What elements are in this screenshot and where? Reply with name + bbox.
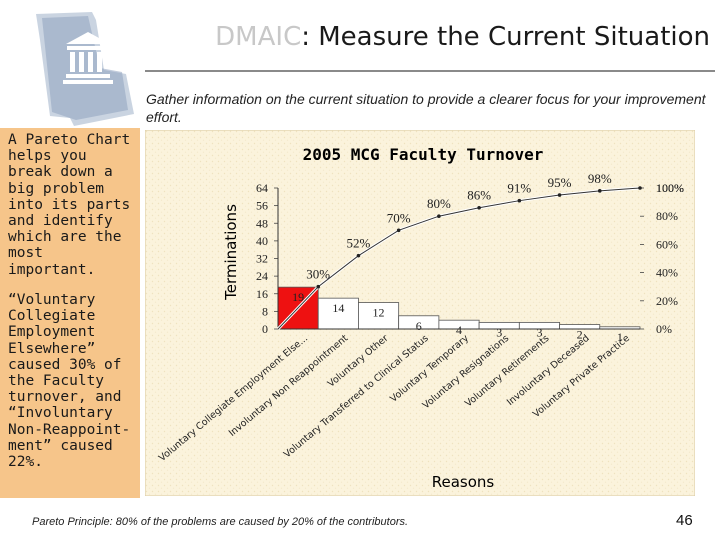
chart-title: 2005 MCG Faculty Turnover <box>303 145 544 164</box>
slide-subtitle: Gather information on the current situat… <box>146 91 706 125</box>
cumulative-label: 80% <box>427 196 451 211</box>
y2-tick-label: 40% <box>656 266 678 280</box>
cumulative-point <box>437 214 441 218</box>
page-number: 46 <box>676 512 693 529</box>
chart-svg: 2005 MCG Faculty Turnover Terminations R… <box>144 129 696 497</box>
cumulative-label: 100% <box>656 181 684 195</box>
cumulative-point <box>597 189 602 193</box>
title-divider <box>145 70 715 72</box>
cumulative-label: 52% <box>347 236 371 251</box>
y-tick-label: 32 <box>256 252 268 266</box>
y-tick-label: 40 <box>256 234 268 248</box>
y2-tick-label: 0% <box>656 322 672 336</box>
cumulative-point <box>557 193 562 197</box>
sidebar-panel: A Pareto Chart helps you break down a bi… <box>0 128 140 498</box>
y-tick-label: 48 <box>256 216 268 230</box>
bar-value-label: 1 <box>617 330 623 344</box>
title-rest: : Measure the Current Situation <box>301 22 710 52</box>
y-tick-label: 56 <box>256 199 268 213</box>
slide-title: DMAIC: Measure the Current Situation <box>150 22 710 52</box>
chart-background <box>144 129 696 497</box>
sidebar-text-pareto: A Pareto Chart helps you break down a bi… <box>8 132 131 278</box>
cumulative-point <box>638 186 642 190</box>
y-tick-label: 24 <box>256 269 268 283</box>
cumulative-label: 86% <box>467 188 491 203</box>
bar <box>317 297 359 330</box>
y-tick-label: 16 <box>256 287 268 301</box>
cumulative-label: 95% <box>548 175 572 190</box>
bar-value-label: 19 <box>292 290 304 304</box>
cumulative-point <box>316 284 321 289</box>
y2-tick-label: 80% <box>656 209 678 223</box>
sidebar-text-finding: “Voluntary Collegiate Employment Elsewhe… <box>8 292 131 471</box>
cumulative-label: 70% <box>387 210 411 225</box>
cumulative-point <box>356 253 361 258</box>
title-prefix: DMAIC <box>215 22 302 52</box>
y2-tick-label: 60% <box>656 237 678 251</box>
cumulative-point <box>477 205 481 210</box>
bar-value-label: 3 <box>536 325 542 339</box>
cumulative-label: 98% <box>588 171 612 186</box>
pareto-chart: 2005 MCG Faculty Turnover Terminations R… <box>144 129 696 497</box>
y2-tick-label: 100% <box>656 181 684 195</box>
cumulative-label: 30% <box>306 267 330 282</box>
y2-tick-label: 20% <box>656 294 678 308</box>
y-tick-label: 64 <box>256 181 268 195</box>
x-axis-label: Reasons <box>432 473 495 491</box>
pareto-principle-footnote: Pareto Principle: 80% of the problems ar… <box>32 516 409 528</box>
bar-value-label: 6 <box>416 319 422 333</box>
bar-value-label: 14 <box>332 301 344 315</box>
y-axis-label: Terminations <box>222 204 240 301</box>
bar-value-label: 12 <box>373 306 385 320</box>
y-tick-label: 0 <box>262 322 268 336</box>
cumulative-line <box>277 187 641 330</box>
y-tick-label: 8 <box>262 304 268 318</box>
bar-value-label: 2 <box>577 328 583 342</box>
cumulative-point <box>517 198 522 203</box>
cumulative-point <box>396 228 401 233</box>
bar-value-label: 3 <box>496 325 502 339</box>
georgia-building-logo <box>30 10 150 130</box>
bar-value-label: 4 <box>456 323 462 337</box>
cumulative-label: 91% <box>507 181 531 196</box>
